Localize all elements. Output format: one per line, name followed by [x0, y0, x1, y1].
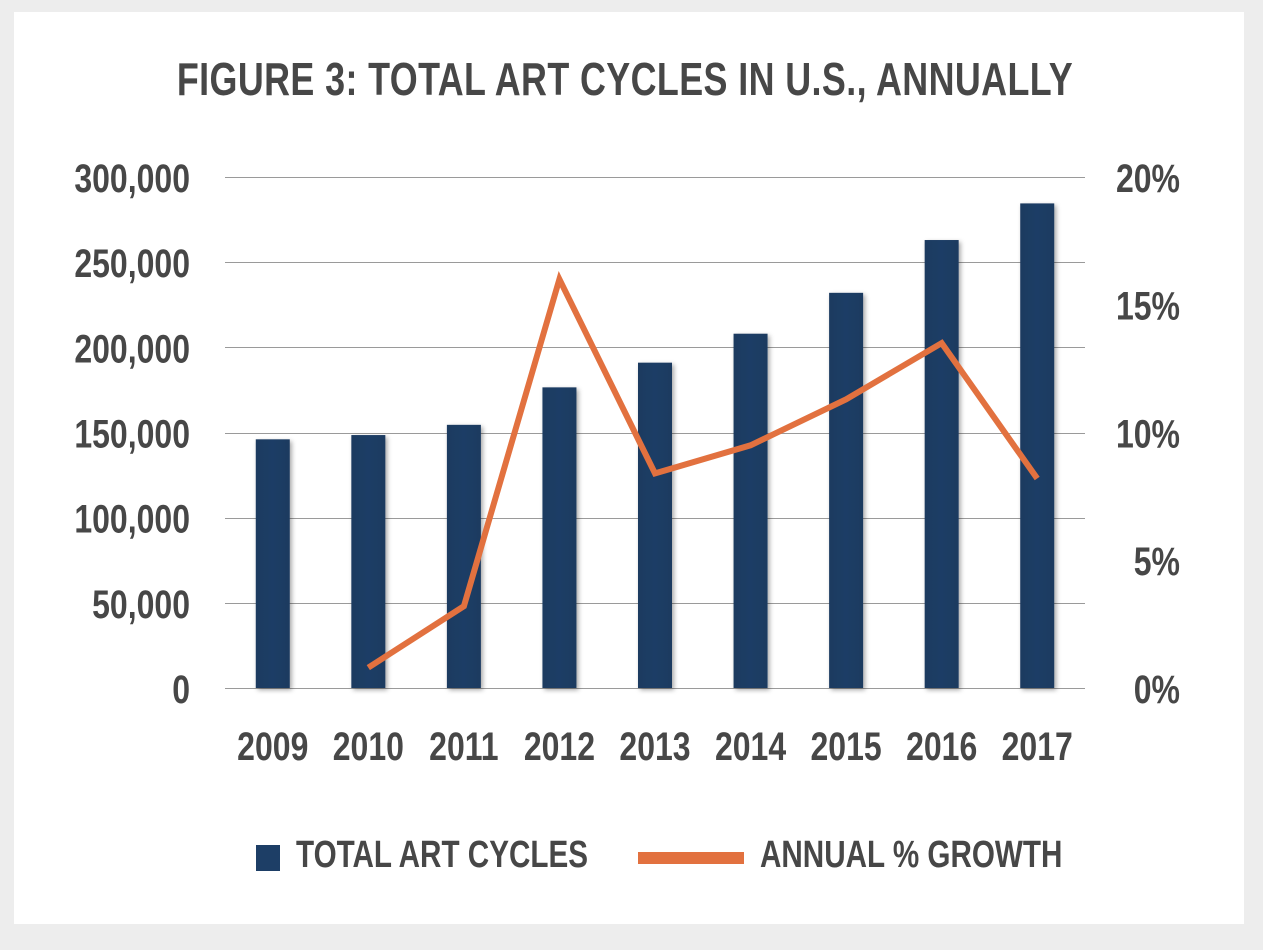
bar-2013: [638, 362, 672, 688]
x-tick-label: 2012: [524, 724, 595, 769]
x-tick-label: 2013: [619, 724, 690, 769]
right-tick-label: 0%: [1134, 667, 1180, 712]
left-tick-label: 150,000: [74, 411, 190, 456]
left-tick-label: 200,000: [74, 326, 190, 371]
right-tick-label: 15%: [1116, 283, 1180, 328]
bar-2016: [924, 240, 959, 689]
right-tick-label: 10%: [1116, 411, 1180, 456]
bar-2012: [542, 387, 577, 688]
left-tick-label: 250,000: [74, 241, 190, 286]
chart-legend: TOTAL ART CYCLES ANNUAL % GROWTH: [0, 828, 1263, 888]
bar-series: [255, 203, 1055, 689]
bar-2014: [733, 333, 768, 688]
x-tick-label: 2014: [715, 724, 786, 769]
bar-2015: [829, 292, 864, 688]
left-tick-label: 300,000: [74, 156, 190, 201]
legend-swatch-line: [638, 852, 744, 864]
x-tick-label: 2017: [1002, 724, 1073, 769]
bar-2011: [446, 424, 481, 688]
left-axis-tick-labels: 0 50,000 100,000 150,000 200,000 250,000 300,0…: [74, 156, 190, 712]
left-tick-label: 50,000: [92, 581, 190, 626]
growth-line: [366, 270, 1040, 671]
chart-title: FIGURE 3: TOTAL ART CYCLES IN U.S., ANNU…: [176, 53, 1074, 105]
x-tick-label: 2010: [333, 724, 404, 769]
left-tick-label: 0: [172, 667, 190, 712]
legend-swatch-bars: [256, 845, 280, 871]
bar-2010: [351, 435, 386, 688]
right-axis-tick-labels: 0% 5% 10% 15% 20%: [1116, 156, 1180, 712]
x-axis-tick-labels: 2009 2010 2011 2012 2013 2014 2015 2016 2017: [237, 724, 1073, 769]
x-tick-label: 2016: [906, 724, 977, 769]
x-tick-label: 2015: [811, 724, 882, 769]
x-tick-label: 2009: [237, 724, 308, 769]
bar-2009: [255, 439, 290, 688]
legend-label-line: ANNUAL % GROWTH: [760, 834, 1063, 876]
right-tick-label: 20%: [1116, 156, 1180, 201]
line-series: [366, 270, 1040, 671]
x-tick-label: 2011: [429, 724, 498, 769]
legend-label-bars: TOTAL ART CYCLES: [296, 834, 589, 876]
bar-2017: [1020, 203, 1055, 688]
left-tick-label: 100,000: [74, 496, 190, 541]
right-tick-label: 5%: [1134, 539, 1180, 584]
